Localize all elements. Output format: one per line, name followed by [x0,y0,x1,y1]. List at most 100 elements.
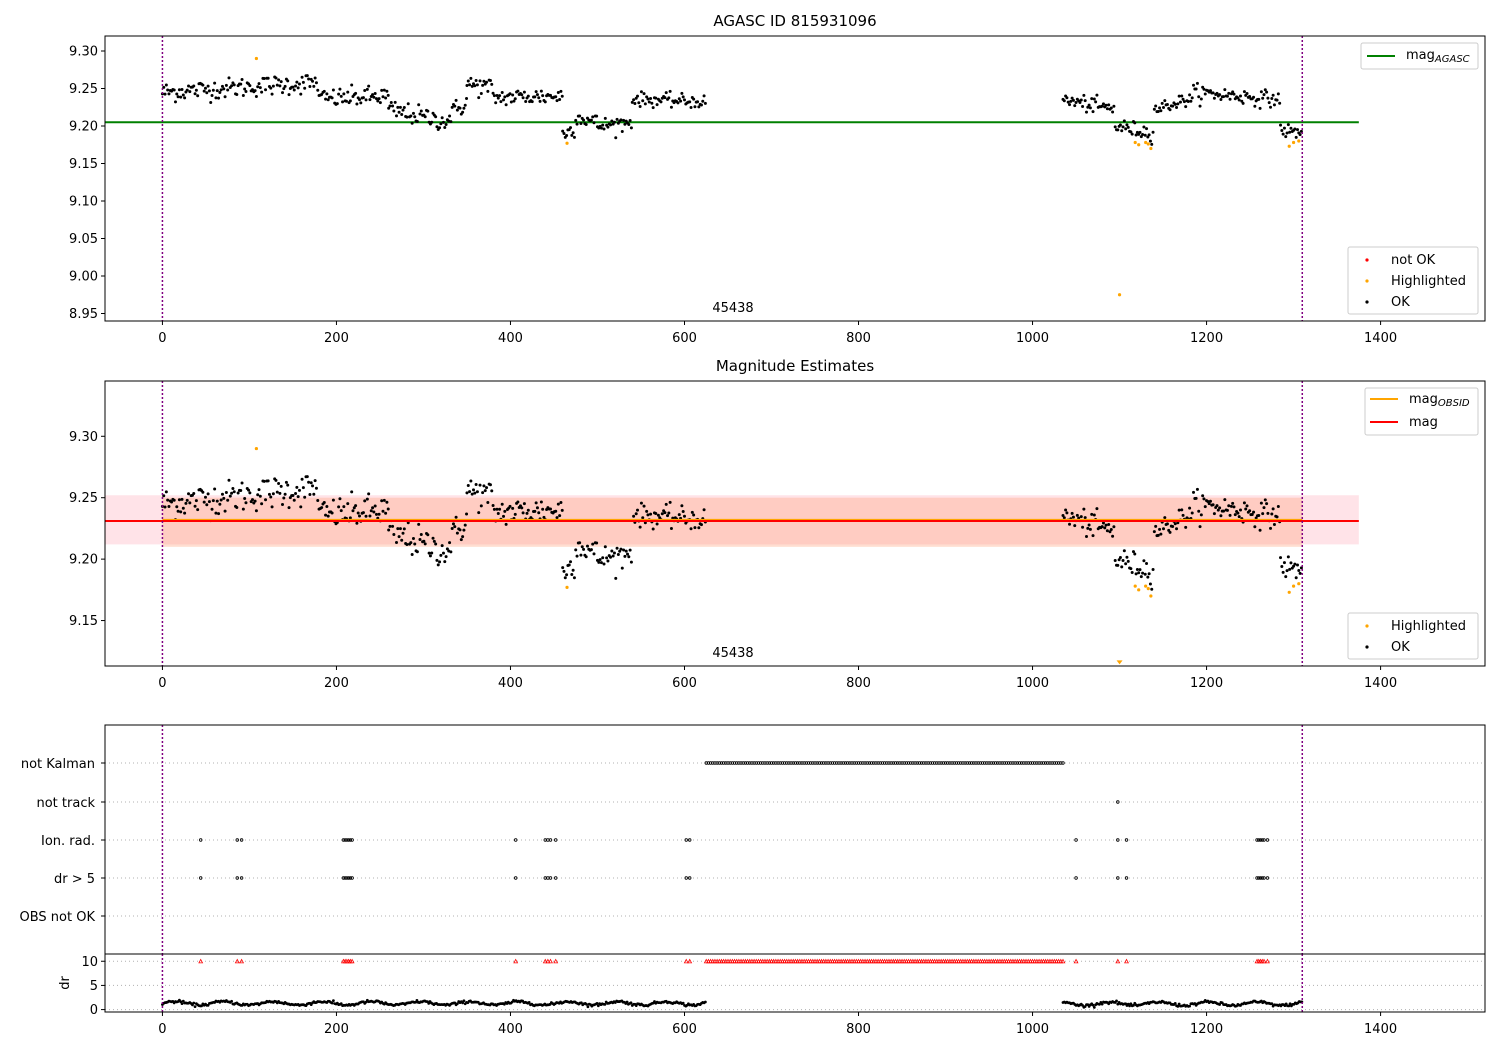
ok-point [1094,100,1098,104]
ok-point [1222,95,1226,99]
ytick-label: 9.20 [69,553,98,568]
ok-point [417,103,421,107]
ok-point [634,512,638,516]
ok-point [1202,87,1206,91]
ok-point [348,99,352,103]
ok-point [1218,93,1222,97]
ok-point [1269,526,1273,530]
xtick-label: 0 [158,1022,166,1037]
ok-point [1178,100,1182,104]
ok-point [367,492,371,496]
ok-point [203,495,207,499]
ok-point [624,549,628,553]
not-kalman-marker [961,761,965,765]
ok-point [378,101,382,105]
not-kalman-marker [998,761,1002,765]
not-kalman-marker [719,761,724,765]
ok-point [206,84,210,88]
not-kalman-marker [982,761,987,765]
dr-gt5-marker [554,876,558,880]
ok-point [350,490,354,494]
ok-point [385,500,389,504]
ok-point [371,93,375,97]
ok-point [641,516,645,520]
ok-point [1095,507,1099,511]
ok-point [413,115,417,119]
ok-point [642,504,646,508]
ok-point [1263,498,1267,502]
ok-point [406,102,410,106]
ok-point [269,495,273,499]
ok-point [356,511,360,515]
not-kalman-marker [917,761,922,765]
ion-rad-marker [1258,838,1263,842]
ok-point [281,91,285,95]
ok-point [649,97,653,101]
ok-point [619,118,623,122]
ok-point [1203,505,1207,509]
ok-point [1171,524,1175,528]
panel-mag-frame [104,380,1486,667]
ok-point [1068,522,1072,526]
not-kalman-marker [715,761,719,765]
not-kalman-marker [1061,761,1065,765]
ok-point [244,90,248,94]
ok-point [1286,555,1290,559]
ok-point [1111,110,1115,114]
ok-point [445,547,449,551]
ok-point [367,84,371,88]
not-kalman-marker [806,761,811,765]
ok-point [632,514,636,518]
not-kalman-marker [922,761,926,765]
ok-point [258,86,262,90]
highlighted-point [1287,590,1291,594]
ok-point [1245,92,1249,96]
ok-point [267,492,271,496]
not-kalman-marker [900,761,904,765]
ok-point [656,513,660,517]
ok-point [559,89,563,93]
ok-point [1138,130,1142,134]
xtick-label: 200 [324,676,349,691]
dr-gt5-marker [350,876,354,880]
ion-rad-marker [348,838,353,842]
ok-point [655,522,659,526]
ok-point [427,551,431,555]
flag-label: Ion. rad. [41,834,95,849]
ok-point [363,88,367,92]
ok-point [567,563,571,567]
ok-point [409,541,413,545]
ok-point [611,554,615,558]
not-kalman-marker [928,761,933,765]
highlighted-point [1144,140,1148,145]
ok-point [571,131,575,135]
ok-point [612,551,616,555]
ok-point [292,498,296,502]
ok-point [282,496,286,500]
ok-point [330,96,334,100]
ok-point [1126,559,1130,563]
ok-point [458,528,462,532]
ok-point [1161,527,1165,531]
ok-point [1082,507,1086,511]
ok-point [602,562,606,566]
ok-point [1154,104,1158,108]
dr-point [629,1001,633,1005]
ok-point [1190,511,1194,515]
ok-point [180,497,184,501]
ok-point [279,80,283,84]
not-kalman-marker [972,761,976,765]
xtick-label: 0 [158,331,166,346]
ok-point [1160,101,1164,105]
ok-point [440,544,444,548]
ok-point [220,84,224,88]
ok-point [277,78,281,82]
ok-point [495,507,499,511]
ok-point [226,498,230,502]
ok-point [609,555,613,559]
not-kalman-marker [895,761,900,765]
ok-point [1199,97,1203,101]
ok-point [401,108,405,112]
ok-point [689,105,693,109]
ok-point [502,98,506,102]
